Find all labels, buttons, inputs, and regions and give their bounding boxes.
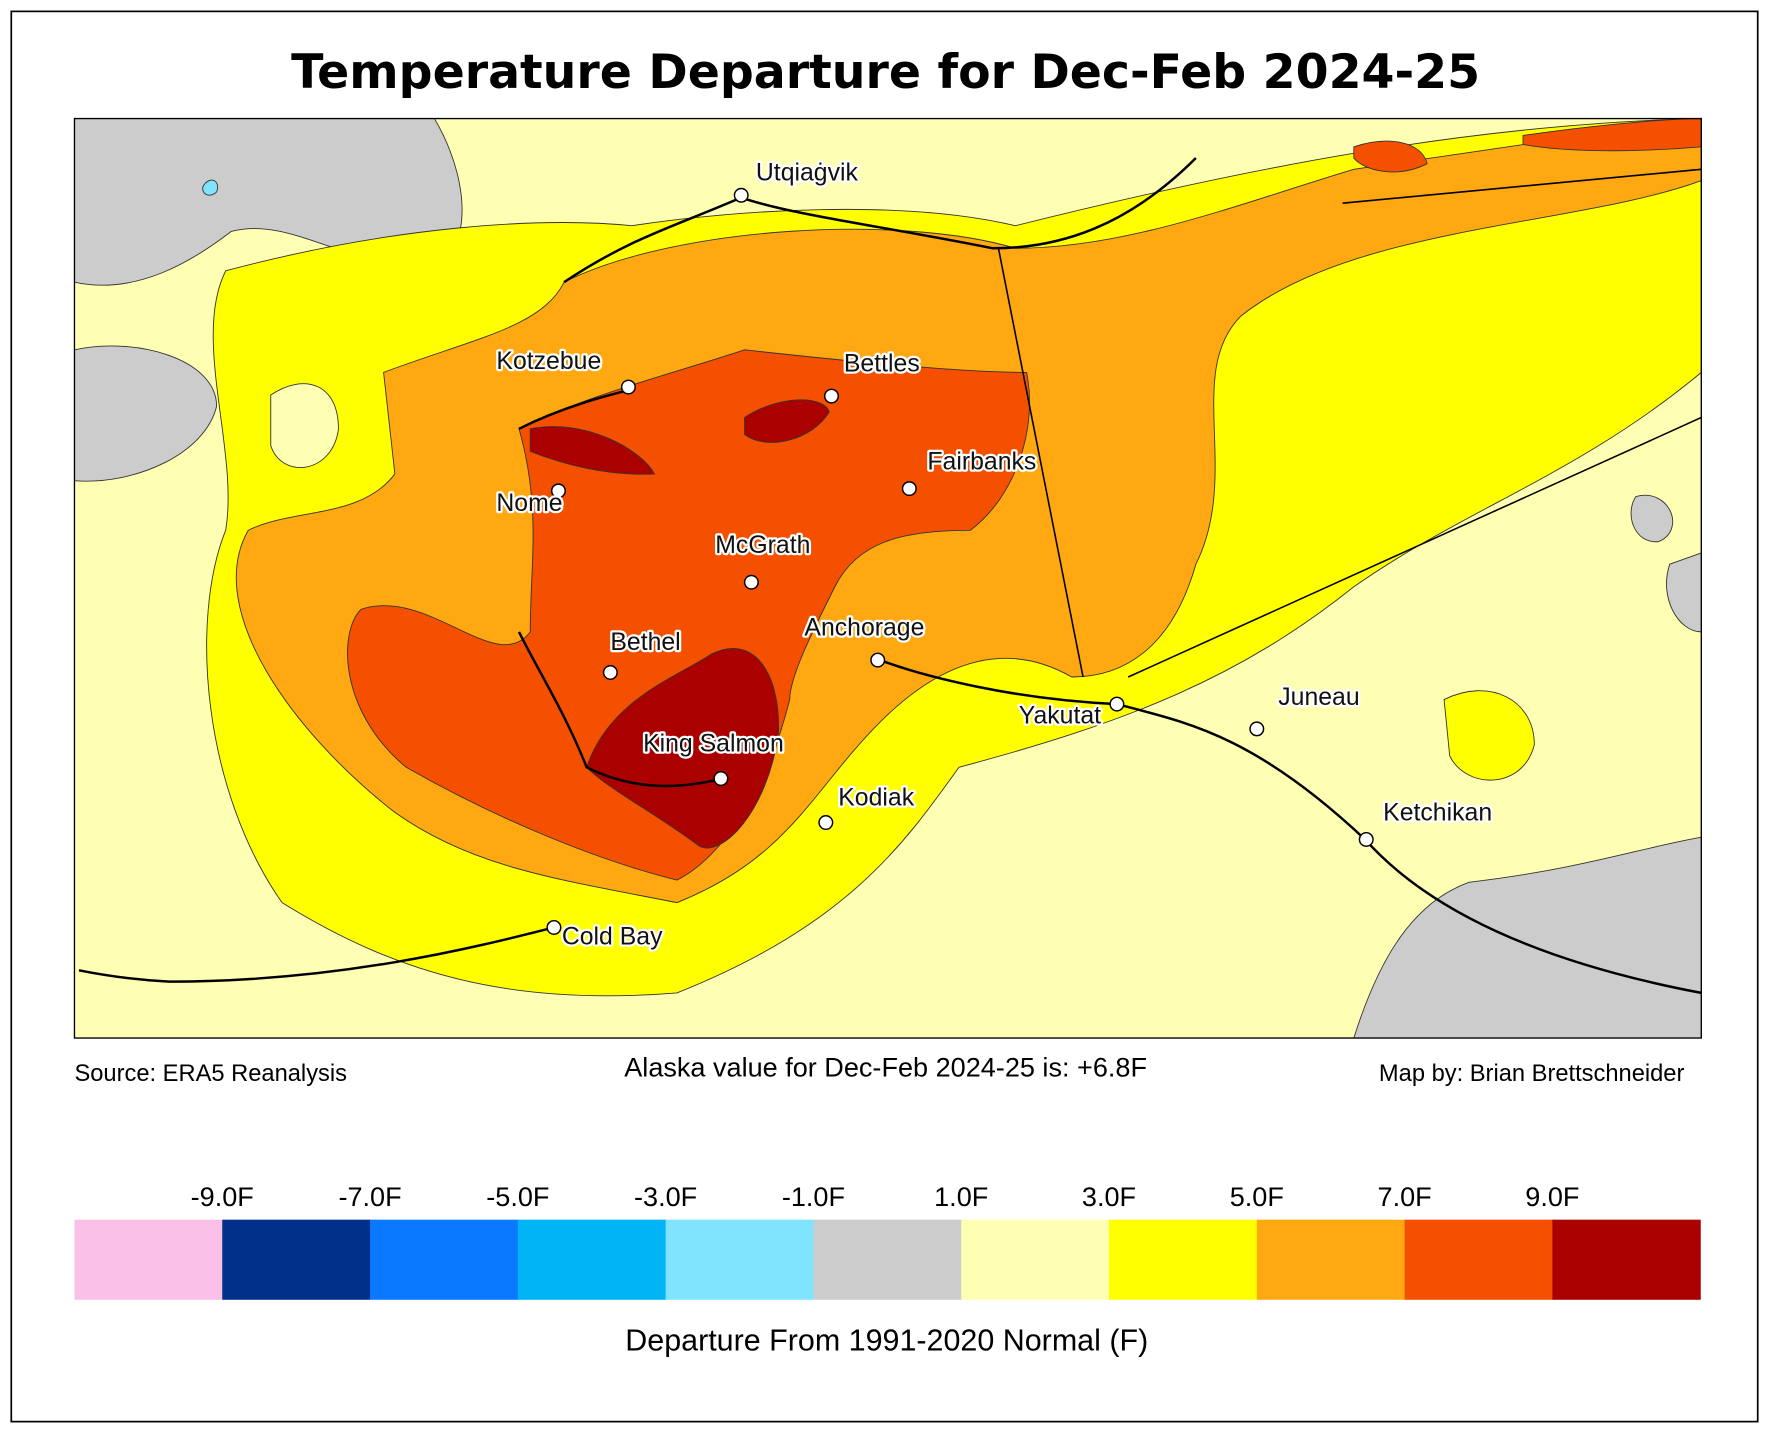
colorbar-tick-label: -3.0F (634, 1181, 697, 1212)
city-dot (1249, 721, 1265, 737)
contour-region (74, 345, 218, 482)
city-label: Kodiak (838, 785, 914, 812)
city-label: Juneau (1278, 684, 1359, 711)
credit: Map by: Brian Brettschneider (1379, 1061, 1685, 1087)
city-dot (743, 574, 759, 590)
city-dot (823, 388, 839, 404)
city-label: Anchorage (804, 614, 924, 641)
city-label: Cold Bay (562, 923, 663, 950)
city-label: Nome (496, 490, 562, 517)
city-label: Ketchikan (1383, 799, 1492, 826)
contour-region (1522, 118, 1702, 152)
contour-region (1353, 140, 1428, 173)
map-frame (73, 117, 1702, 1039)
contour-region (1630, 494, 1674, 543)
coastline (78, 926, 555, 983)
colorbar-swatch (74, 1219, 223, 1300)
colorbar-swatch (517, 1219, 667, 1300)
colorbar-tick-label: -1.0F (782, 1181, 845, 1212)
city-dot (818, 815, 834, 831)
colorbar-swatch (1404, 1219, 1553, 1300)
city-dot (901, 481, 917, 497)
map: Utqiaġvik Kotzebue Bettles Fairbanks Nome McG… (74, 118, 1702, 1039)
colorbar-tick-label: 5.0F (1230, 1181, 1284, 1212)
colorbar: -9.0F -7.0F -5.0F -3.0F -1.0F 1.0F 3.0F 5.0F 7.0… (74, 1181, 1701, 1300)
contour-region (202, 179, 219, 196)
title: Temperature Departure for Dec-Feb 2024-2… (291, 45, 1480, 100)
city-label: Yakutat (1019, 702, 1101, 729)
city-label: McGrath (715, 532, 810, 559)
city-label: Fairbanks (927, 448, 1036, 475)
colorbar-tick-label: -7.0F (338, 1181, 401, 1212)
summary: Alaska value for Dec-Feb 2024-25 is: +6.… (624, 1051, 1147, 1082)
colorbar-tick-label: 3.0F (1082, 1181, 1136, 1212)
coastline (563, 157, 1197, 284)
colorbar-swatch (222, 1219, 371, 1300)
contour-region (529, 426, 656, 475)
city-dot (870, 652, 886, 668)
colorbar-swatch (665, 1219, 814, 1300)
city-label: King Salmon (643, 730, 784, 757)
colorbar-tick-label: 7.0F (1378, 1181, 1432, 1212)
city-dot (1109, 696, 1125, 712)
colorbar-swatch (1256, 1219, 1406, 1300)
map-layers (74, 118, 1702, 1039)
colorbar-tick-label: -5.0F (486, 1181, 549, 1212)
colorbar-tick-label: -9.0F (191, 1181, 254, 1212)
city-dot (1358, 831, 1374, 847)
source: Source: ERA5 Reanalysis (74, 1061, 347, 1087)
city-dot (713, 771, 729, 787)
colorbar-swatch (1109, 1219, 1258, 1300)
contour-region (1443, 690, 1535, 781)
contour-region (270, 383, 339, 468)
colorbar-tick-label: 9.0F (1525, 1181, 1579, 1212)
colorbar-swatch (370, 1219, 519, 1300)
city-dot (733, 187, 749, 203)
city-dot (602, 664, 618, 681)
city-label: Bettles (844, 350, 920, 377)
colorbar-label: Departure From 1991-2020 Normal (F) (625, 1324, 1148, 1358)
border (1127, 416, 1702, 678)
colorbar-swatch (961, 1219, 1110, 1300)
city-label: Bethel (610, 629, 680, 656)
city-label: Utqiaġvik (756, 160, 859, 187)
border (997, 248, 1084, 678)
city-dot (546, 919, 562, 935)
city-dot (550, 483, 566, 499)
colorbar-tick-label: 1.0F (934, 1181, 988, 1212)
city-label: Kotzebue (496, 348, 601, 375)
colorbar-swatch (813, 1219, 962, 1300)
colorbar-swatch (1552, 1219, 1701, 1300)
contour-region (744, 399, 830, 443)
city-dot (620, 379, 636, 395)
contour-region (586, 648, 779, 849)
contour-region (1353, 836, 1702, 1039)
border (1342, 168, 1702, 204)
